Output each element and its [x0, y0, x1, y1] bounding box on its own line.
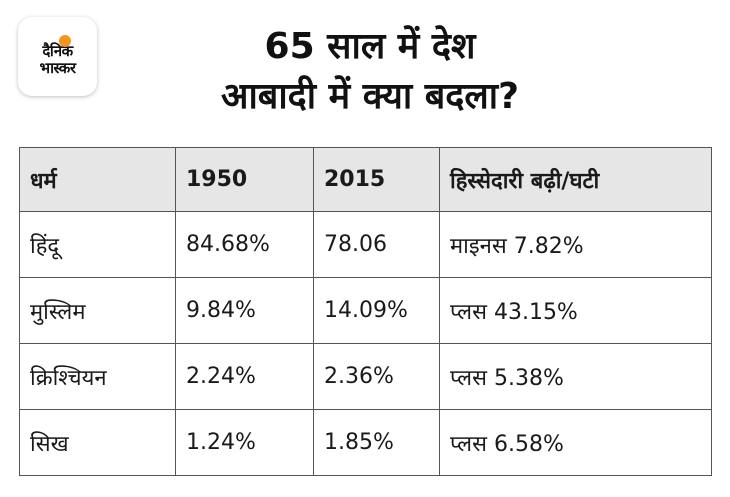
cell-2015: 14.09%	[313, 277, 440, 344]
header-share-change: हिस्सेदारी बढ़ी/घटी	[439, 147, 712, 212]
table-row: हिंदू 84.68% 78.06 माइनस 7.82%	[19, 211, 712, 278]
page-title: 65 साल में देश आबादी में क्या बदला?	[110, 22, 630, 122]
table-row: क्रिश्चियन 2.24% 2.36% प्लस 5.38%	[19, 343, 712, 410]
cell-1950: 1.24%	[175, 409, 314, 476]
title-line-1: 65 साल में देश	[264, 26, 476, 67]
cell-2015: 78.06	[313, 211, 440, 278]
cell-religion: हिंदू	[19, 211, 176, 278]
header-2015: 2015	[313, 147, 440, 212]
header-1950: 1950	[175, 147, 314, 212]
cell-1950: 84.68%	[175, 211, 314, 278]
logo-line-2: भास्कर	[39, 58, 76, 77]
cell-1950: 9.84%	[175, 277, 314, 344]
cell-religion: क्रिश्चियन	[19, 343, 176, 410]
cell-change: प्लस 6.58%	[439, 409, 712, 476]
population-table: धर्म 1950 2015 हिस्सेदारी बढ़ी/घटी हिंदू…	[19, 147, 712, 476]
table-row: मुस्लिम 9.84% 14.09% प्लस 43.15%	[19, 277, 712, 344]
cell-1950: 2.24%	[175, 343, 314, 410]
cell-2015: 1.85%	[313, 409, 440, 476]
cell-change: प्लस 43.15%	[439, 277, 712, 344]
header-religion: धर्म	[19, 147, 176, 212]
cell-religion: सिख	[19, 409, 176, 476]
sun-icon	[59, 35, 71, 47]
title-line-2: आबादी में क्या बदला?	[221, 76, 519, 117]
cell-change: प्लस 5.38%	[439, 343, 712, 410]
cell-change: माइनस 7.82%	[439, 211, 712, 278]
table-header-row: धर्म 1950 2015 हिस्सेदारी बढ़ी/घटी	[19, 147, 712, 212]
dainik-bhaskar-logo: दैनिक भास्कर	[18, 17, 97, 96]
table-row: सिख 1.24% 1.85% प्लस 6.58%	[19, 409, 712, 476]
cell-religion: मुस्लिम	[19, 277, 176, 344]
cell-2015: 2.36%	[313, 343, 440, 410]
